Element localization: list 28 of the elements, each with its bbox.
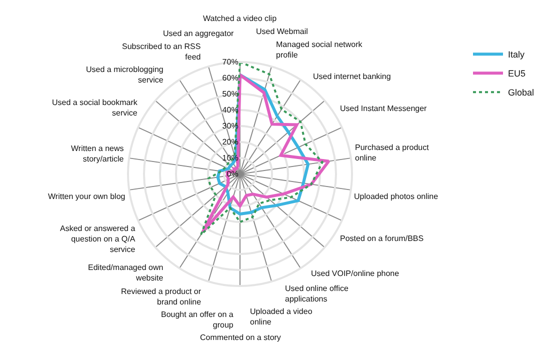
spoke-label: Written a news story/article: [71, 144, 124, 164]
spoke-label: Used online office applications: [285, 284, 349, 304]
spoke-label: Reviewed a product or brand online: [121, 287, 202, 306]
y-tick-label: 0%: [226, 170, 238, 179]
spoke-label: Uploaded photos online: [354, 192, 439, 201]
spoke-label: Uploaded a video online: [250, 307, 313, 326]
spoke-label: Managed social network profile: [276, 40, 364, 60]
spoke-label: Posted on a forum/BBS: [340, 234, 424, 243]
spoke-label: Commented on a story: [200, 333, 281, 342]
legend-label: Italy: [508, 50, 526, 60]
spoke-label: Used an aggregator: [163, 29, 234, 38]
spoke-label: Subscribed to an RSS feed: [122, 42, 201, 62]
spoke-label: Purchased a product online: [355, 143, 430, 162]
spoke-label: Used VOIP/online phone: [311, 269, 400, 278]
y-tick-label: 60%: [222, 74, 238, 83]
legend-label: EU5: [508, 68, 526, 79]
spoke-label: Used internet banking: [313, 72, 391, 81]
spoke-label: Edited/managed own website: [88, 263, 164, 282]
spoke-label: Used a microblogging service: [86, 65, 164, 84]
spoke-label: Bought an offer on a group: [161, 310, 234, 330]
spoke-label: Asked or answered a question on a Q/A service: [60, 224, 136, 254]
legend-label: Global: [508, 88, 534, 98]
spoke-label: Used a social bookmark service: [52, 98, 138, 118]
spoke-label: Used Webmail: [256, 27, 308, 36]
spoke-label: Written your own blog: [48, 192, 126, 201]
spoke-label: Used Instant Messenger: [340, 104, 428, 113]
spoke-label: Watched a video clip: [203, 14, 278, 23]
y-tick-label: 70%: [222, 58, 238, 67]
